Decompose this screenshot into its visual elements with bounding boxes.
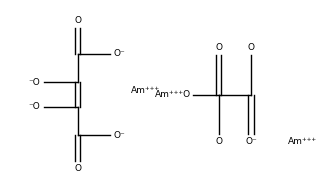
Text: O⁻: O⁻ [245, 137, 257, 146]
Text: O: O [215, 43, 222, 52]
Text: ⁻O: ⁻O [28, 78, 40, 87]
Text: O: O [248, 43, 254, 52]
Text: ⁻O: ⁻O [28, 102, 40, 111]
Text: Am⁺⁺⁺: Am⁺⁺⁺ [131, 86, 160, 95]
Text: Am⁺⁺⁺: Am⁺⁺⁺ [288, 137, 318, 146]
Text: O: O [215, 137, 222, 146]
Text: O⁻: O⁻ [113, 131, 125, 140]
Text: O: O [74, 164, 81, 173]
Text: Am⁺⁺⁺O: Am⁺⁺⁺O [155, 90, 191, 99]
Text: O: O [74, 16, 81, 25]
Text: O⁻: O⁻ [113, 49, 125, 58]
